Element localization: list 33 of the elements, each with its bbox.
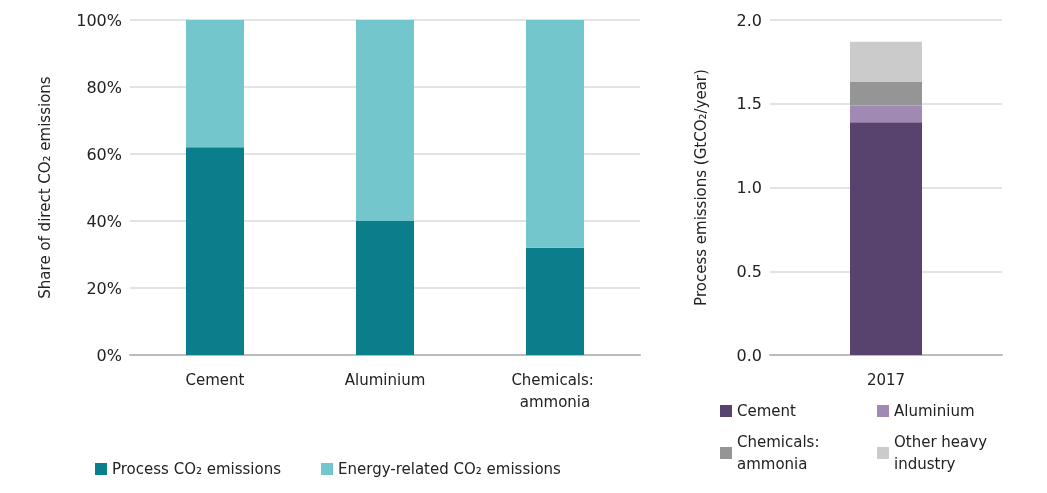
bar bbox=[186, 147, 244, 355]
y-tick-label: 20% bbox=[86, 278, 122, 298]
bar bbox=[186, 20, 244, 148]
legend-label: Chemicals: ammonia bbox=[737, 433, 825, 473]
y-tick-label: 60% bbox=[86, 144, 122, 164]
bar bbox=[850, 41, 922, 82]
x-tick-label: Cement bbox=[185, 371, 245, 389]
bar bbox=[526, 20, 584, 248]
x-tick-label: 2017 bbox=[866, 371, 906, 389]
bar bbox=[356, 221, 414, 355]
y-tick-label: 40% bbox=[86, 211, 122, 231]
y-tick-label: 2.0 bbox=[736, 10, 762, 30]
bar bbox=[850, 122, 922, 355]
x-tick-label: Chemicals: ammonia bbox=[511, 371, 599, 411]
bar bbox=[850, 81, 922, 106]
y-tick-label: 80% bbox=[86, 77, 122, 97]
y-axis-title: Share of direct CO₂ emissions bbox=[35, 76, 54, 299]
y-tick-label: 0.5 bbox=[736, 261, 762, 281]
bar bbox=[526, 247, 584, 355]
y-tick-label: 1.5 bbox=[736, 94, 762, 114]
bar bbox=[356, 20, 414, 221]
legend-label: Cement bbox=[737, 402, 797, 420]
y-tick-label: 1.0 bbox=[736, 178, 762, 197]
y-axis-title: Process emissions (GtCO₂/year) bbox=[691, 69, 710, 306]
legend-label: Other heavy industry bbox=[894, 433, 992, 473]
x-tick-label: Aluminium bbox=[344, 371, 426, 389]
y-tick-label: 0.0 bbox=[736, 345, 762, 365]
legend-label: Energy-related CO₂ emissions bbox=[338, 460, 562, 478]
legend-label: Process CO₂ emissions bbox=[112, 460, 282, 478]
bar bbox=[850, 105, 922, 123]
y-tick-label: 0% bbox=[96, 345, 122, 365]
y-tick-label: 100% bbox=[76, 10, 122, 30]
legend-label: Aluminium bbox=[894, 402, 975, 420]
